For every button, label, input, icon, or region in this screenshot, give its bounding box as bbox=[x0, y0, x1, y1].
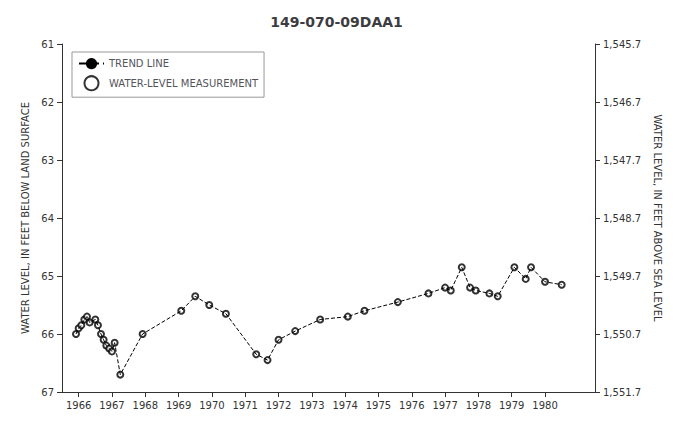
svg-text:65: 65 bbox=[41, 271, 54, 282]
svg-text:1,546.7: 1,546.7 bbox=[603, 97, 641, 108]
svg-text:1976: 1976 bbox=[399, 400, 424, 411]
svg-text:1971: 1971 bbox=[232, 400, 257, 411]
svg-text:1,550.7: 1,550.7 bbox=[603, 329, 641, 340]
svg-text:67: 67 bbox=[41, 387, 54, 398]
svg-text:1,547.7: 1,547.7 bbox=[603, 155, 641, 166]
svg-text:66: 66 bbox=[41, 329, 54, 340]
svg-text:1968: 1968 bbox=[133, 400, 158, 411]
svg-text:1977: 1977 bbox=[432, 400, 457, 411]
svg-text:1,549.7: 1,549.7 bbox=[603, 271, 641, 282]
svg-text:1966: 1966 bbox=[66, 400, 91, 411]
svg-text:1975: 1975 bbox=[366, 400, 391, 411]
svg-text:WATER-LEVEL MEASUREMENT: WATER-LEVEL MEASUREMENT bbox=[109, 78, 259, 89]
svg-text:1,551.7: 1,551.7 bbox=[603, 387, 641, 398]
svg-text:WATER LEVEL, IN FEET BELOW LAN: WATER LEVEL, IN FEET BELOW LAND SURFACE bbox=[20, 102, 31, 334]
svg-text:1,545.7: 1,545.7 bbox=[603, 39, 641, 50]
svg-text:WATER LEVEL, IN FEET ABOVE SEA: WATER LEVEL, IN FEET ABOVE SEA LEVEL bbox=[652, 114, 663, 322]
svg-text:1973: 1973 bbox=[299, 400, 324, 411]
svg-text:1969: 1969 bbox=[166, 400, 191, 411]
svg-text:1980: 1980 bbox=[532, 400, 557, 411]
svg-text:1979: 1979 bbox=[499, 400, 524, 411]
svg-text:63: 63 bbox=[41, 155, 54, 166]
svg-text:64: 64 bbox=[41, 213, 54, 224]
svg-text:61: 61 bbox=[41, 39, 54, 50]
svg-text:1978: 1978 bbox=[466, 400, 491, 411]
svg-text:TREND LINE: TREND LINE bbox=[108, 58, 169, 69]
svg-text:1972: 1972 bbox=[266, 400, 291, 411]
svg-text:62: 62 bbox=[41, 97, 54, 108]
svg-text:149-070-09DAA1: 149-070-09DAA1 bbox=[270, 14, 403, 30]
svg-text:1,548.7: 1,548.7 bbox=[603, 213, 641, 224]
svg-text:1974: 1974 bbox=[332, 400, 357, 411]
svg-text:1970: 1970 bbox=[199, 400, 224, 411]
svg-text:1967: 1967 bbox=[99, 400, 124, 411]
